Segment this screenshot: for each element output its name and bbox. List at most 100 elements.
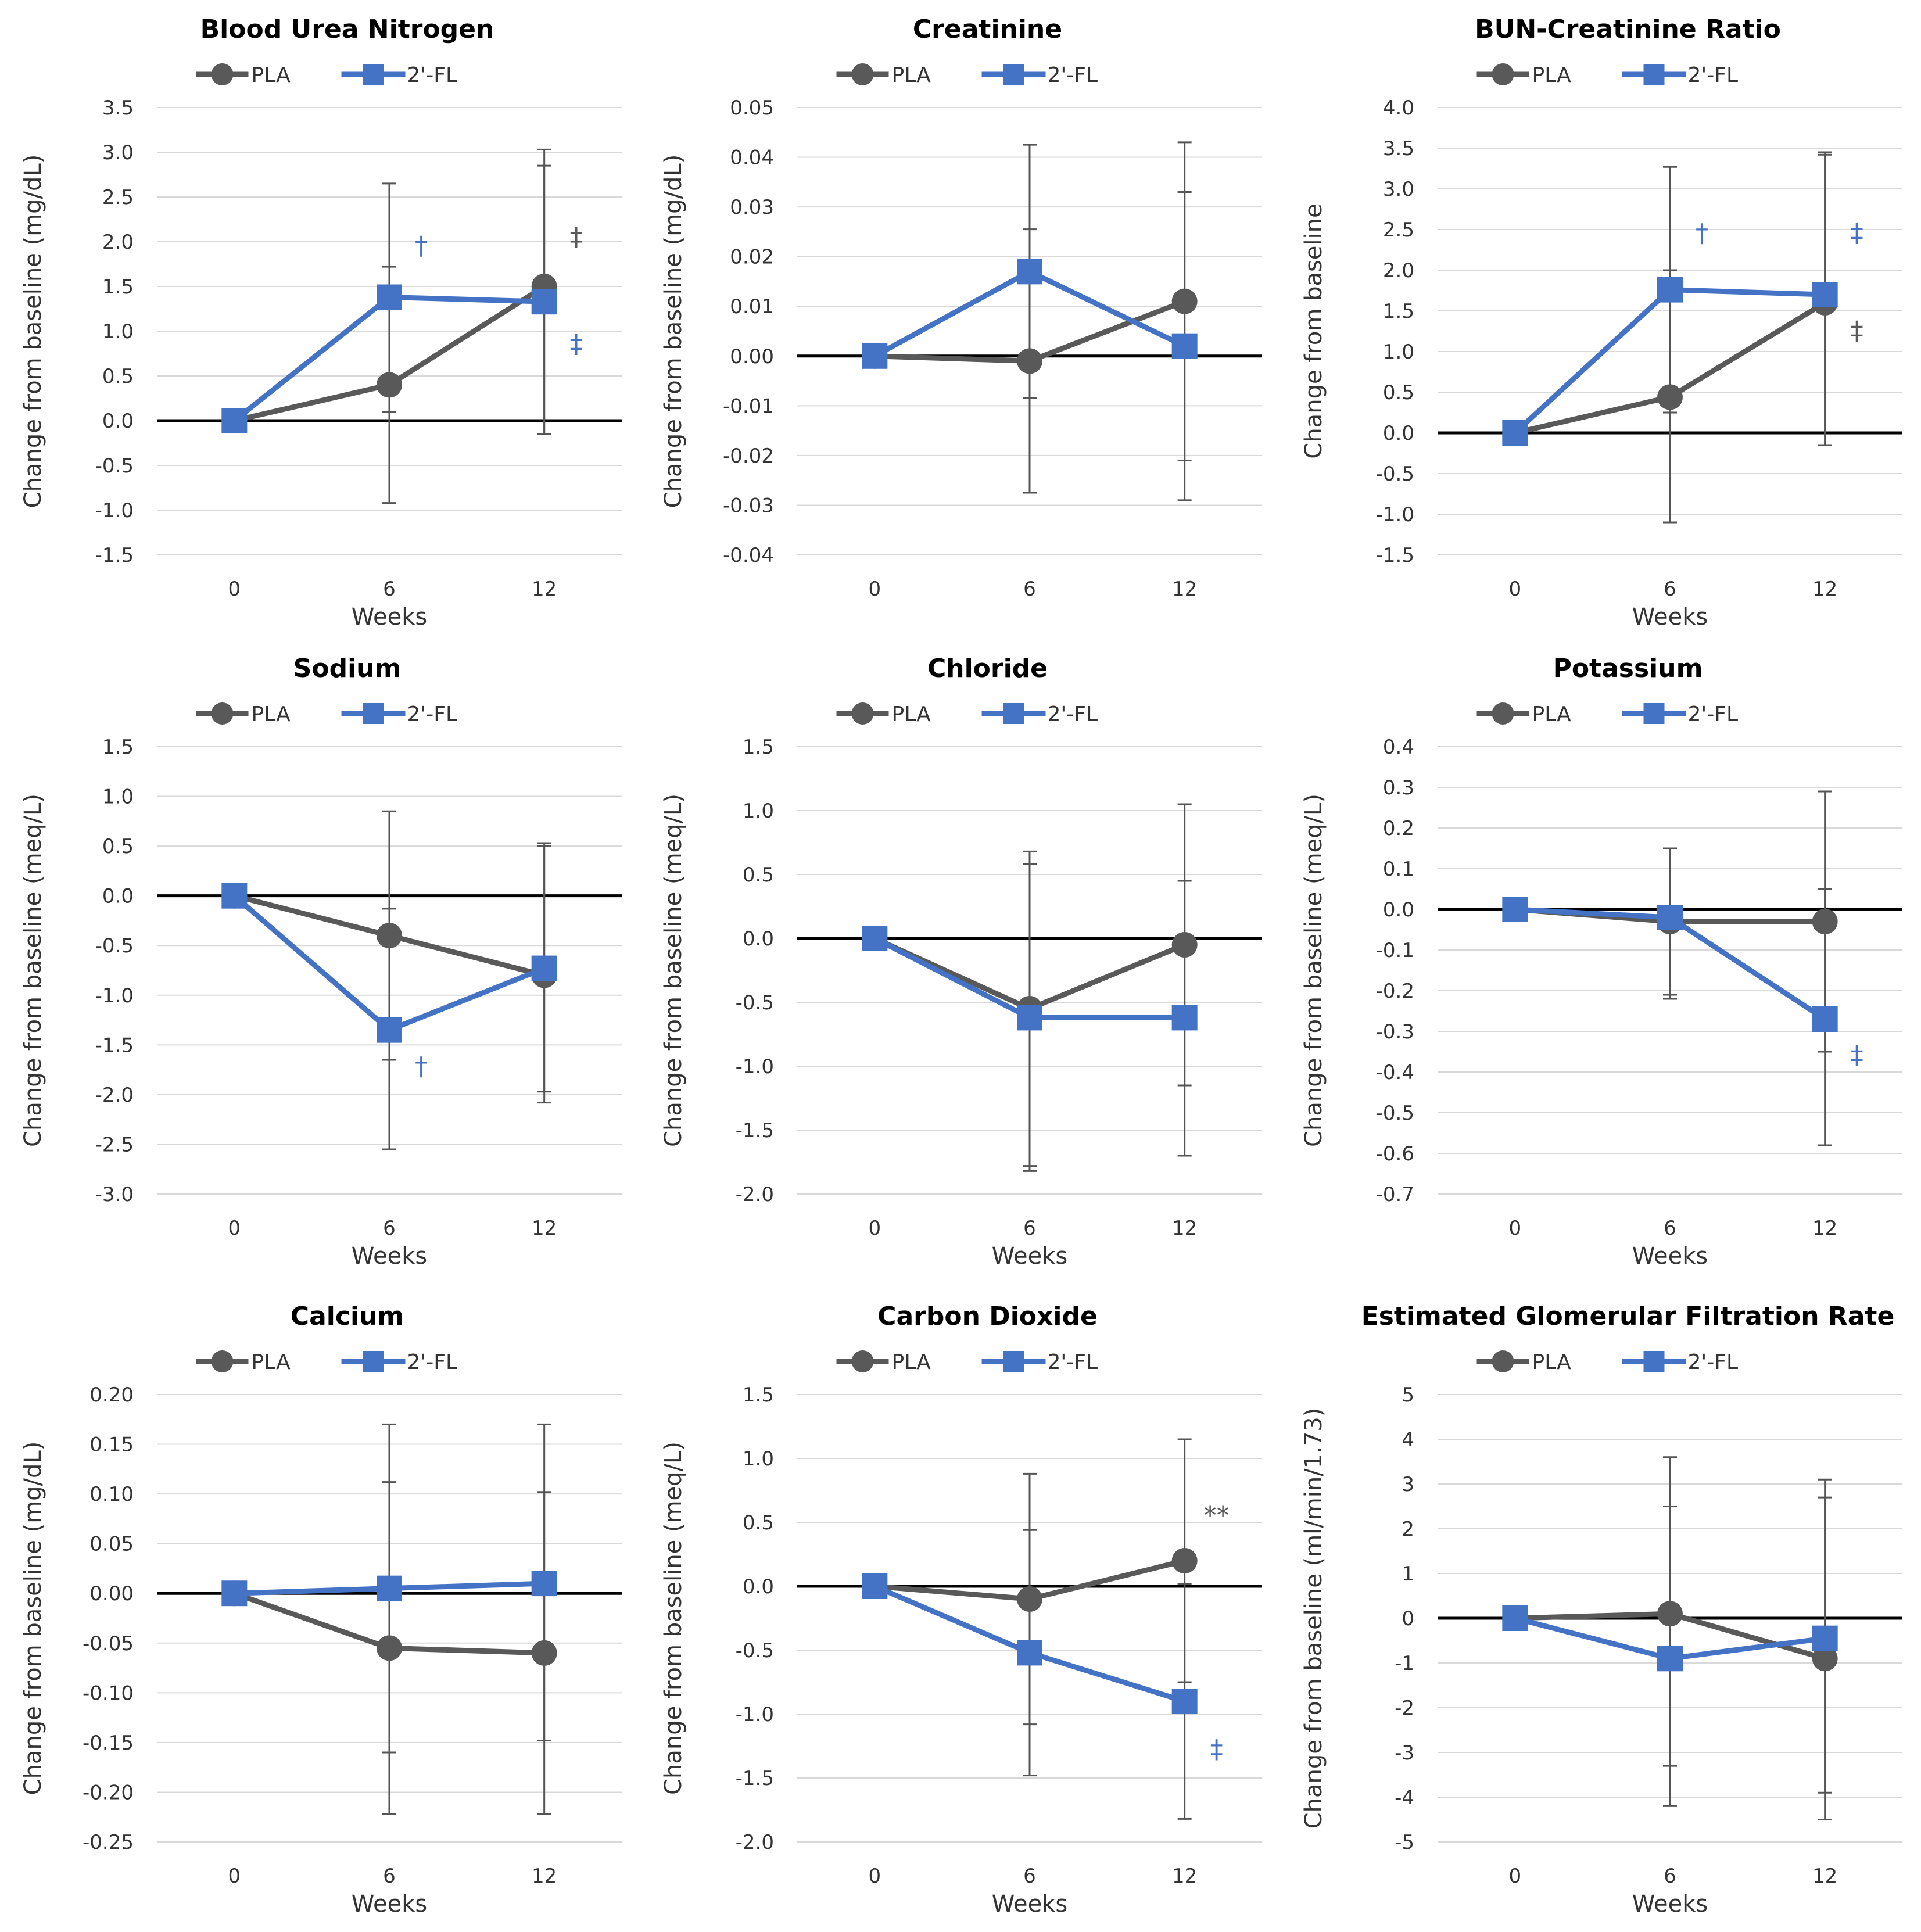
y-tick-label: 4.0 (1383, 96, 1414, 120)
data-point-pla (1657, 1601, 1683, 1627)
data-point-fl (1812, 1006, 1838, 1032)
x-axis-label: Weeks (992, 1891, 1067, 1917)
data-point-fl (1657, 277, 1683, 303)
data-point-pla (1657, 384, 1683, 410)
y-tick-label: 1.0 (1383, 340, 1414, 364)
legend: PLA 2'-FL (1476, 63, 1738, 87)
y-tick-label: -0.1 (1376, 939, 1414, 962)
x-axis-label: Weeks (352, 1891, 427, 1917)
y-tick-label: -1.0 (1376, 503, 1414, 526)
legend-pla-marker (1492, 1350, 1514, 1372)
data-point-fl (862, 1573, 888, 1599)
y-tick-label: 0.2 (1383, 817, 1414, 840)
significance-marker: ‡ (1851, 316, 1863, 346)
chart-panel-6: Potassium PLA 2'-FL 0.4 0.3 0.2 0.1 0.0 -0.1 -0.2… (1300, 654, 1902, 1270)
y-tick-label: 0.15 (89, 1433, 134, 1457)
x-tick-label: 0 (869, 1865, 881, 1888)
x-tick-label: 6 (1664, 1865, 1676, 1888)
data-point-pla (1017, 348, 1042, 374)
data-point-pla (377, 1635, 402, 1661)
data-point-fl (221, 408, 248, 433)
legend-fl-marker (1643, 703, 1665, 724)
data-point-fl (221, 883, 248, 909)
chart-title: Chloride (927, 654, 1048, 683)
data-point-fl (1017, 259, 1042, 285)
chart-panel-5: Chloride PLA 2'-FL 1.5 1.0 0.5 0.0 -0.5 -1.0 -1.5… (660, 654, 1262, 1270)
legend: PLA 2'-FL (196, 1350, 457, 1374)
y-tick-label: -0.03 (723, 494, 774, 517)
y-axis-label: Change from baseline (meq/L) (20, 794, 46, 1147)
legend-pla-marker (851, 702, 874, 725)
y-tick-label: 0.5 (743, 1511, 774, 1535)
y-axis-label: Change from baseline (ml/min/1.73) (1300, 1408, 1327, 1829)
x-tick-label: 12 (532, 1217, 557, 1240)
y-tick-label: 0.05 (730, 96, 774, 120)
legend-pla-marker (211, 702, 234, 725)
legend-fl-label: 2'-FL (1048, 63, 1098, 87)
legend-fl-marker (1003, 703, 1024, 724)
legend-pla-marker (1492, 63, 1514, 85)
legend-pla-label: PLA (1532, 63, 1572, 87)
y-tick-label: 0.00 (730, 345, 774, 368)
legend-fl-label: 2'-FL (1048, 702, 1098, 726)
x-tick-label: 6 (1664, 578, 1676, 601)
legend-pla-label: PLA (1532, 702, 1572, 726)
y-tick-label: 0.5 (102, 365, 134, 388)
y-axis-label: Change from baseline (mg/dL) (20, 1442, 46, 1795)
chart-panel-3: BUN-Creatinine Ratio PLA 2'-FL 4.0 3.5 3.0 2.5… (1300, 15, 1902, 630)
x-tick-label: 6 (1023, 1865, 1036, 1888)
legend-fl-marker (1003, 1351, 1024, 1372)
data-point-pla (1171, 1548, 1198, 1573)
y-tick-label: 3.0 (1383, 178, 1414, 201)
data-point-fl (531, 289, 557, 315)
y-tick-label: -0.10 (83, 1682, 134, 1705)
data-point-fl (1502, 1605, 1528, 1631)
data-point-fl (531, 955, 557, 981)
y-tick-label: 1.5 (102, 275, 134, 299)
significance-marker: † (415, 1052, 428, 1081)
data-point-fl (1812, 1625, 1838, 1651)
y-tick-label: -5 (1395, 1831, 1414, 1854)
y-tick-label: -3.0 (95, 1183, 134, 1206)
x-axis-label: Weeks (992, 1243, 1067, 1270)
chart-title: Sodium (293, 654, 402, 683)
y-tick-label: 2.0 (1383, 259, 1414, 282)
legend-fl-marker (363, 64, 384, 85)
data-point-fl (1502, 420, 1528, 446)
y-tick-label: 0.5 (1383, 381, 1414, 404)
legend-pla-marker (211, 1350, 234, 1372)
y-tick-label: -1 (1395, 1652, 1414, 1675)
y-tick-label: 0.0 (743, 927, 774, 951)
legend-pla-label: PLA (892, 1350, 931, 1374)
y-tick-label: -0.05 (83, 1632, 134, 1655)
data-point-fl (1017, 1640, 1042, 1666)
y-tick-label: 0.02 (730, 246, 774, 269)
data-point-fl (1812, 282, 1838, 307)
y-tick-label: -0.6 (1376, 1142, 1414, 1166)
y-tick-label: -2.0 (736, 1183, 774, 1206)
y-tick-label: -0.5 (736, 1639, 774, 1662)
legend-fl-label: 2'-FL (407, 702, 458, 726)
y-axis-label: Change from baseline (meq/L) (1300, 794, 1327, 1147)
x-tick-label: 12 (1172, 578, 1197, 601)
y-tick-label: 1 (1402, 1562, 1414, 1586)
legend-pla-label: PLA (1532, 1350, 1572, 1374)
data-point-fl (377, 284, 402, 310)
x-tick-label: 0 (228, 1865, 241, 1888)
chart-panel-9: Estimated Glomerular Filtration Rate PLA 2… (1300, 1302, 1902, 1917)
significance-marker: ** (1204, 1501, 1230, 1530)
x-axis-label: Weeks (352, 1243, 427, 1270)
x-tick-label: 12 (1172, 1217, 1197, 1240)
x-tick-label: 6 (383, 578, 396, 601)
legend-pla-label: PLA (892, 63, 931, 87)
y-tick-label: 5 (1402, 1383, 1414, 1407)
y-tick-label: 1.0 (102, 786, 134, 809)
x-axis-label: Weeks (1632, 1891, 1708, 1917)
chart-title: Carbon Dioxide (877, 1302, 1098, 1331)
legend: PLA 2'-FL (836, 1350, 1098, 1374)
y-tick-label: -0.5 (1376, 1102, 1414, 1125)
y-tick-label: -0.15 (83, 1732, 134, 1755)
significance-marker: † (415, 231, 428, 261)
